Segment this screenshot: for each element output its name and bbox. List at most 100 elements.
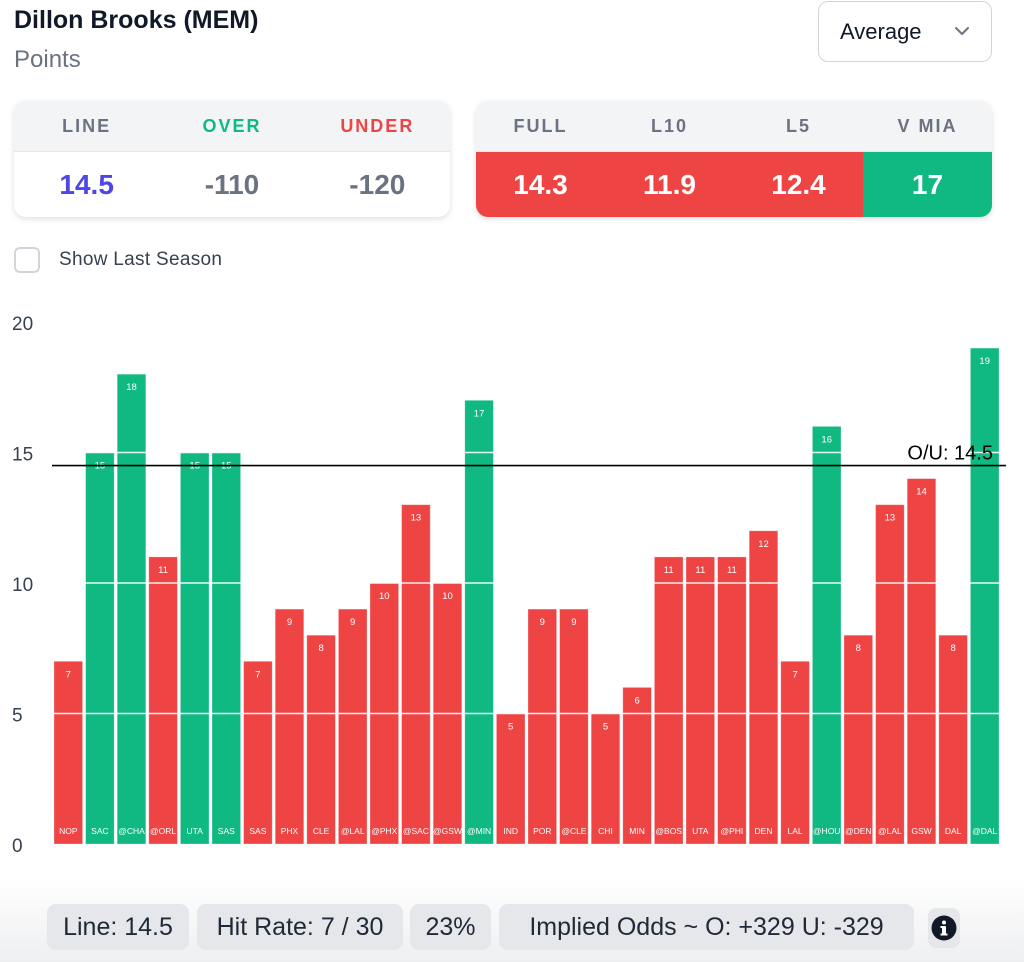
bar-category-label: @LAL	[878, 826, 902, 836]
bar-value-label: 16	[821, 434, 832, 445]
bar-value-label: 10	[379, 591, 390, 602]
bar[interactable]	[464, 399, 494, 845]
bar-value-label: 9	[540, 617, 545, 628]
hit-percent-pill: 23%	[410, 904, 491, 950]
dropdown-selected-value: Average	[840, 18, 922, 44]
y-tick-label: 10	[12, 575, 33, 596]
info-button[interactable]	[928, 908, 960, 948]
under-header: UNDER	[340, 115, 415, 136]
line-odds-card: LINE OVER UNDER 14.5 -110 -120	[14, 101, 450, 217]
bar[interactable]	[148, 556, 178, 845]
show-last-season-toggle[interactable]: Show Last Season	[14, 247, 222, 273]
bar[interactable]	[116, 373, 147, 845]
bar[interactable]	[306, 634, 336, 845]
bar-category-label: DAL	[945, 826, 962, 836]
bar-category-label: POR	[533, 826, 551, 836]
average-dropdown[interactable]: Average	[818, 1, 992, 62]
bar-category-label: @CHA	[118, 826, 145, 836]
bar-category-label: @SAC	[403, 826, 429, 836]
bar[interactable]	[654, 556, 684, 845]
chevron-down-icon	[955, 27, 969, 35]
show-last-season-checkbox[interactable]	[14, 247, 40, 273]
bar-category-label: LAL	[788, 826, 803, 836]
bar[interactable]	[179, 452, 210, 845]
bar-category-label: @GSW	[433, 826, 462, 836]
bar-category-label: @HOU	[813, 826, 841, 836]
bar-category-label: SAS	[218, 826, 235, 836]
bar[interactable]	[243, 660, 273, 845]
bar-category-label: IND	[503, 826, 518, 836]
bar[interactable]	[970, 347, 1000, 845]
under-odds-value: -120	[349, 168, 406, 200]
bar-value-label: 7	[66, 669, 71, 680]
bar-category-label: SAC	[91, 826, 108, 836]
bar-value-label: 9	[287, 617, 292, 628]
bar-value-label: 5	[508, 722, 513, 733]
bar-category-label: CLE	[313, 826, 330, 836]
over-odds-value: -110	[204, 168, 260, 200]
bar[interactable]	[401, 504, 431, 845]
info-icon	[931, 915, 957, 941]
bar[interactable]	[495, 713, 526, 845]
bar-category-label: @ORL	[150, 826, 176, 836]
bar-value-label: 19	[979, 356, 990, 367]
bar[interactable]	[590, 713, 621, 845]
bar-value-label: 12	[758, 539, 769, 550]
bar[interactable]	[875, 504, 905, 845]
y-axis: 0 5 10 15 20	[12, 314, 33, 857]
bar-value-label: 11	[727, 565, 737, 576]
bar-category-label: UTA	[187, 826, 204, 836]
over-under-label: O/U: 14.5	[907, 443, 993, 465]
bar[interactable]	[211, 452, 242, 845]
bar-category-label: @PHX	[371, 826, 397, 836]
bar-value-label: 9	[571, 617, 576, 628]
bar-value-label: 9	[350, 617, 355, 628]
bar-category-label: PHX	[281, 826, 299, 836]
bar-category-label: @CLE	[561, 826, 586, 836]
bar-value-label: 8	[318, 643, 323, 654]
bar[interactable]	[780, 660, 810, 845]
vs-opponent-average-value: 17	[863, 152, 992, 217]
bar-category-label: SAS	[249, 826, 266, 836]
bar-value-label: 11	[695, 565, 705, 576]
bar-value-label: 7	[255, 669, 260, 680]
bar[interactable]	[337, 608, 368, 845]
bar-value-label: 5	[603, 722, 608, 733]
bar[interactable]	[748, 530, 779, 845]
reference-line-group: O/U: 14.5	[52, 443, 1006, 467]
line-header: LINE	[62, 115, 112, 136]
bar-value-label: 10	[442, 591, 453, 602]
bar[interactable]	[685, 556, 716, 845]
bar-category-label: CHI	[598, 826, 613, 836]
bar-value-label: 11	[664, 565, 674, 576]
bar[interactable]	[622, 686, 652, 845]
bar[interactable]	[843, 634, 874, 845]
l10-header: L10	[650, 115, 689, 136]
bar-value-label: 7	[792, 669, 797, 680]
full-header: FULL	[513, 115, 568, 136]
bar-category-label: MIN	[629, 826, 645, 836]
bar[interactable]	[274, 608, 305, 845]
line-value: 14.5	[59, 168, 114, 200]
bar-category-label: @MIN	[467, 826, 491, 836]
bar-category-label: @LAL	[341, 826, 365, 836]
bar-category-label: @DEN	[845, 826, 872, 836]
bar[interactable]	[938, 634, 968, 845]
bar-category-label: @BOS	[655, 826, 682, 836]
l5-header: L5	[785, 115, 811, 136]
gridlines	[52, 451, 1002, 715]
over-header: OVER	[202, 115, 262, 136]
bar[interactable]	[812, 426, 842, 845]
bar[interactable]	[559, 608, 589, 845]
averages-card: FULL L10 L5 V MIA 14.3 11.9 12.4 17	[476, 101, 992, 217]
y-tick-label: 5	[12, 706, 23, 727]
vs-opponent-header: V MIA	[897, 115, 958, 136]
hit-rate-pill: Hit Rate: 7 / 30	[197, 904, 403, 950]
implied-odds-pill: Implied Odds ~ O: +329 U: -329	[499, 904, 914, 950]
bar[interactable]	[85, 452, 115, 845]
bar[interactable]	[906, 478, 937, 845]
bar[interactable]	[717, 556, 747, 845]
bar[interactable]	[527, 608, 558, 845]
bar[interactable]	[53, 660, 84, 845]
